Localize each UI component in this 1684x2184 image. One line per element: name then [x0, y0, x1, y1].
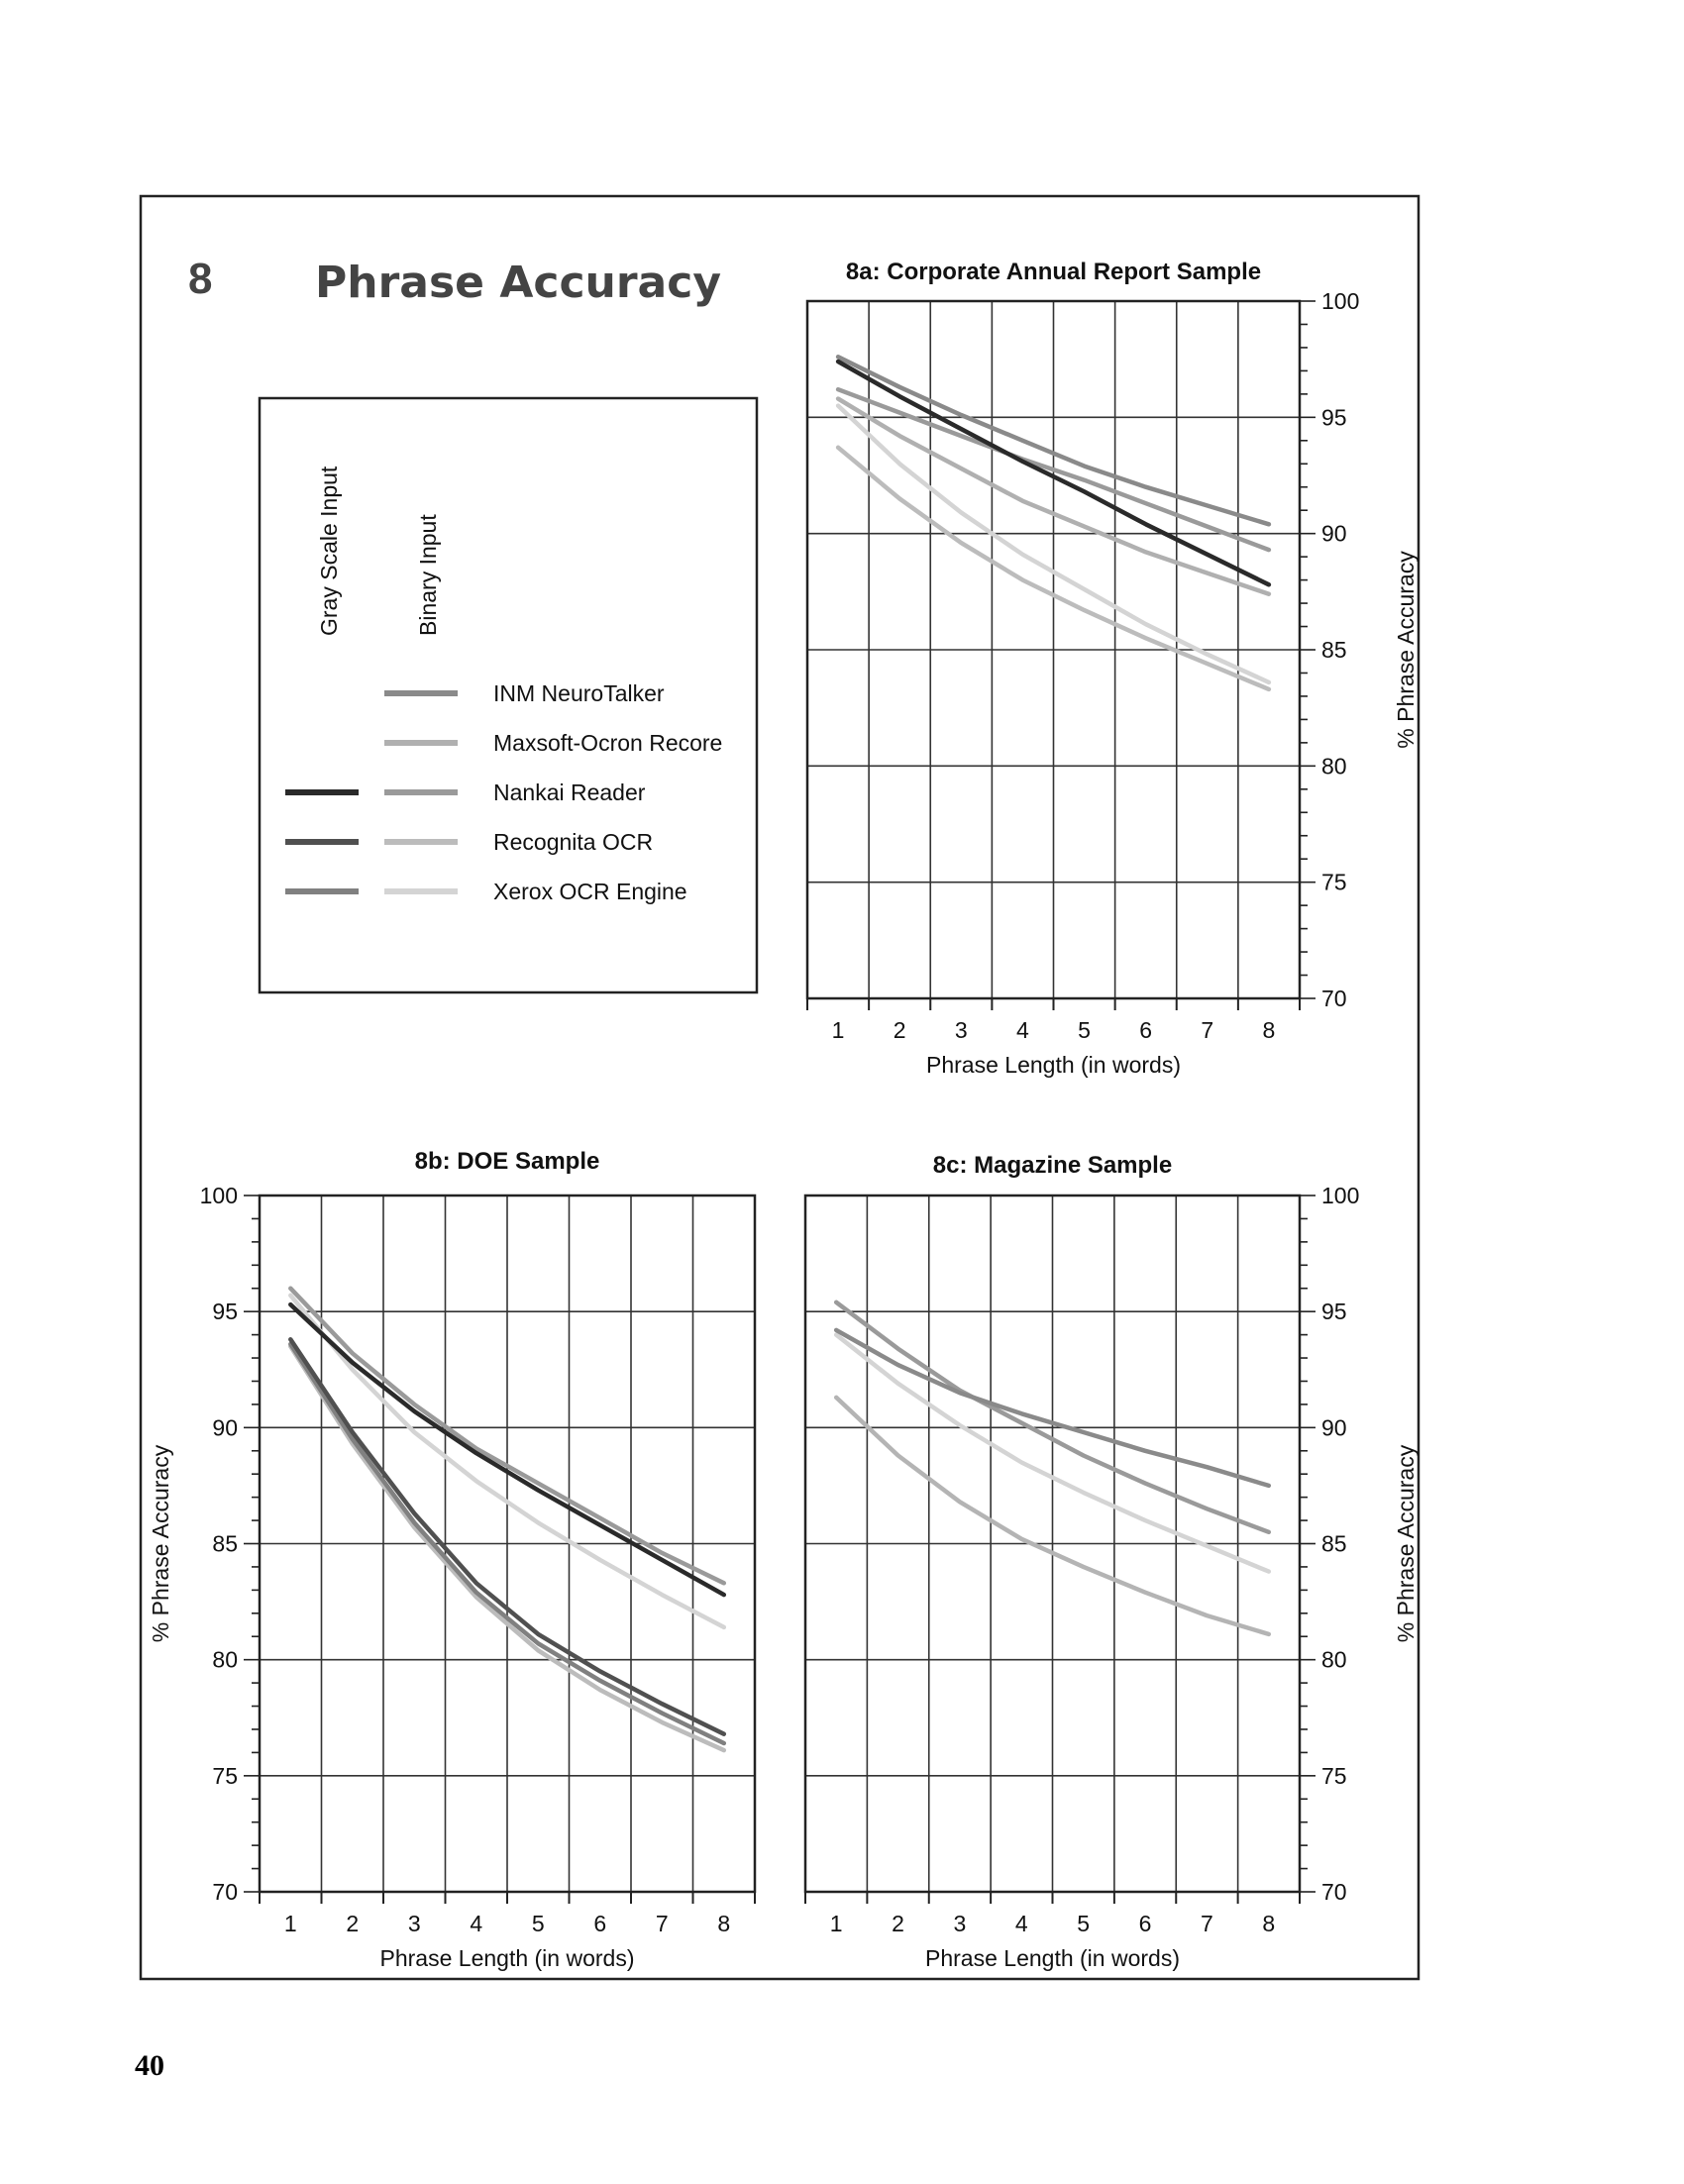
x-tick-label: 3 [408, 1911, 421, 1936]
x-tick-label: 5 [532, 1911, 545, 1936]
series-line-3 [835, 396, 1272, 596]
y-tick-label: 75 [1321, 870, 1347, 895]
x-axis-label: Phrase Length (in words) [925, 1945, 1180, 1971]
x-tick-label: 1 [830, 1911, 843, 1936]
series-line-5 [288, 1293, 727, 1630]
legend-header-binary: Binary Input [415, 514, 441, 636]
series-line-1 [835, 355, 1272, 527]
x-tick-label: 6 [593, 1911, 606, 1936]
y-tick-label: 70 [1321, 1879, 1347, 1905]
x-tick-label: 6 [1139, 1017, 1152, 1043]
legend-entries: INM NeuroTalker Maxsoft-Ocron Recore Nanka… [285, 680, 722, 904]
series-line-2 [833, 1395, 1272, 1637]
legend-label-3: Recognita OCR [493, 829, 653, 855]
chart-8c: 1 2 3 4 5 6 7 8 70 75 80 85 90 95 100 Phrase Length (in… [803, 1152, 1419, 1971]
x-tick-label: 8 [1262, 1911, 1275, 1936]
y-tick-label: 80 [212, 1647, 238, 1673]
x-tick-label: 4 [470, 1911, 482, 1936]
legend-label-4: Xerox OCR Engine [493, 879, 687, 904]
series-line-5 [835, 403, 1272, 685]
x-tick-label: 4 [1015, 1911, 1028, 1936]
y-axis-label: % Phrase Accuracy [148, 1444, 173, 1642]
chart-8b: 1 2 3 4 5 6 7 8 70 75 80 85 90 95 100 Phrase Length (in… [148, 1148, 757, 1971]
series-line-3 [833, 1332, 1272, 1574]
x-tick-label: 1 [832, 1017, 845, 1043]
legend-label-0: INM NeuroTalker [493, 680, 665, 706]
x-tick-label: 8 [717, 1911, 730, 1936]
chart-8a: 1 2 3 4 5 6 7 8 70 75 80 85 90 95 100 Phrase Length (in… [805, 259, 1419, 1078]
y-tick-label: 70 [1321, 986, 1347, 1011]
y-tick-label: 95 [1321, 1299, 1347, 1324]
y-tick-label: 80 [1321, 1647, 1347, 1673]
x-axis-label: Phrase Length (in words) [380, 1945, 635, 1971]
x-tick-label: 1 [284, 1911, 297, 1936]
page-number: 40 [135, 2049, 164, 2082]
y-tick-label: 70 [212, 1879, 238, 1905]
series-line-4 [288, 1344, 727, 1753]
y-tick-label: 85 [1321, 1531, 1347, 1557]
y-tick-label: 85 [1321, 637, 1347, 663]
y-tick-label: 75 [212, 1763, 238, 1789]
x-tick-label: 5 [1078, 1017, 1091, 1043]
series-line-1 [833, 1300, 1272, 1535]
series-line-3 [288, 1286, 727, 1586]
x-tick-label: 8 [1263, 1017, 1276, 1043]
y-axis-label: % Phrase Accuracy [1393, 1444, 1419, 1642]
x-tick-label: 7 [1201, 1911, 1213, 1936]
y-tick-label: 80 [1321, 753, 1347, 779]
legend-box [258, 396, 759, 994]
x-tick-label: 2 [894, 1017, 906, 1043]
x-tick-label: 2 [346, 1911, 359, 1936]
x-tick-label: 3 [954, 1911, 967, 1936]
series-line-2 [835, 386, 1272, 553]
legend-label-2: Nankai Reader [493, 780, 646, 805]
y-tick-label: 90 [212, 1414, 238, 1440]
x-tick-label: 5 [1077, 1911, 1090, 1936]
legend-label-1: Maxsoft-Ocron Recore [493, 730, 722, 756]
y-tick-label: 95 [1321, 404, 1347, 430]
chart-title: 8a: Corporate Annual Report Sample [846, 259, 1261, 285]
section-number: 8 [188, 255, 212, 303]
figure-frame [139, 194, 1421, 1981]
x-axis-label: Phrase Length (in words) [926, 1052, 1181, 1078]
x-tick-label: 7 [656, 1911, 669, 1936]
series-line-2 [288, 1341, 727, 1746]
chart-title: 8b: DOE Sample [415, 1148, 600, 1175]
chart-title: 8c: Magazine Sample [933, 1152, 1172, 1179]
y-tick-label: 90 [1321, 521, 1347, 547]
x-tick-label: 6 [1139, 1911, 1152, 1936]
y-axis-label: % Phrase Accuracy [1393, 551, 1419, 749]
series-line-0 [288, 1301, 727, 1598]
y-tick-label: 95 [212, 1299, 238, 1324]
y-tick-label: 75 [1321, 1763, 1347, 1789]
section-title: Phrase Accuracy [315, 258, 721, 308]
y-tick-label: 100 [200, 1183, 238, 1208]
x-tick-label: 7 [1201, 1017, 1213, 1043]
series-line-4 [835, 445, 1272, 692]
y-tick-label: 85 [212, 1531, 238, 1557]
legend-header-gray: Gray Scale Input [316, 466, 342, 636]
series-line-1 [288, 1337, 727, 1736]
y-tick-label: 100 [1321, 1183, 1359, 1208]
y-tick-label: 100 [1321, 288, 1359, 314]
y-tick-label: 90 [1321, 1414, 1347, 1440]
x-tick-label: 2 [892, 1911, 904, 1936]
x-tick-label: 3 [955, 1017, 968, 1043]
series-line-0 [833, 1327, 1272, 1489]
x-tick-label: 4 [1016, 1017, 1029, 1043]
series-line-0 [835, 359, 1272, 587]
